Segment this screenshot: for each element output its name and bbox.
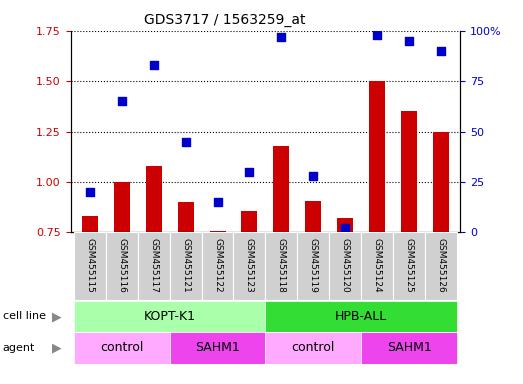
Point <box>277 34 286 40</box>
Text: control: control <box>292 341 335 354</box>
Bar <box>74 332 169 364</box>
Text: SAHM1: SAHM1 <box>195 341 240 354</box>
Bar <box>401 111 417 232</box>
Bar <box>298 232 329 300</box>
Bar <box>266 232 298 300</box>
Text: GSM455115: GSM455115 <box>85 238 94 293</box>
Text: GSM455125: GSM455125 <box>405 238 414 293</box>
Text: GSM455120: GSM455120 <box>341 238 350 293</box>
Text: control: control <box>100 341 143 354</box>
Point <box>150 62 158 68</box>
Bar <box>178 202 194 232</box>
Bar <box>425 232 457 300</box>
Text: ▶: ▶ <box>52 310 61 323</box>
Text: GSM455117: GSM455117 <box>149 238 158 293</box>
Bar <box>146 166 162 232</box>
Bar <box>106 232 138 300</box>
Bar <box>274 146 289 232</box>
Text: GSM455118: GSM455118 <box>277 238 286 293</box>
Bar <box>361 332 457 364</box>
Point <box>181 139 190 145</box>
Bar <box>305 201 321 232</box>
Bar <box>242 211 257 232</box>
Point <box>118 98 126 104</box>
Text: KOPT-K1: KOPT-K1 <box>144 310 196 323</box>
Point <box>213 199 222 205</box>
Bar <box>369 81 385 232</box>
Point <box>437 48 445 54</box>
Point <box>373 31 381 38</box>
Point <box>245 169 254 175</box>
Text: GSM455121: GSM455121 <box>181 238 190 293</box>
Bar <box>74 232 106 300</box>
Bar <box>113 182 130 232</box>
Bar <box>169 332 266 364</box>
Bar <box>329 232 361 300</box>
Text: GSM455124: GSM455124 <box>373 238 382 292</box>
Bar <box>433 131 449 232</box>
Bar <box>210 231 225 232</box>
Bar <box>266 332 361 364</box>
Text: SAHM1: SAHM1 <box>387 341 431 354</box>
Point <box>86 189 94 195</box>
Point <box>405 38 413 44</box>
Text: cell line: cell line <box>3 311 46 321</box>
Point <box>309 173 317 179</box>
Bar <box>138 232 169 300</box>
Bar <box>169 232 201 300</box>
Bar <box>82 216 98 232</box>
Text: ▶: ▶ <box>52 341 61 354</box>
Bar <box>393 232 425 300</box>
Text: GDS3717 / 1563259_at: GDS3717 / 1563259_at <box>144 13 305 27</box>
Text: GSM455123: GSM455123 <box>245 238 254 293</box>
Text: HPB-ALL: HPB-ALL <box>335 310 388 323</box>
Bar <box>74 301 266 332</box>
Bar <box>266 301 457 332</box>
Bar <box>233 232 266 300</box>
Text: GSM455126: GSM455126 <box>437 238 446 293</box>
Point <box>341 225 349 231</box>
Text: GSM455119: GSM455119 <box>309 238 318 293</box>
Bar <box>337 218 353 232</box>
Text: agent: agent <box>3 343 35 353</box>
Text: GSM455122: GSM455122 <box>213 238 222 292</box>
Text: GSM455116: GSM455116 <box>117 238 126 293</box>
Bar <box>361 232 393 300</box>
Bar <box>201 232 233 300</box>
